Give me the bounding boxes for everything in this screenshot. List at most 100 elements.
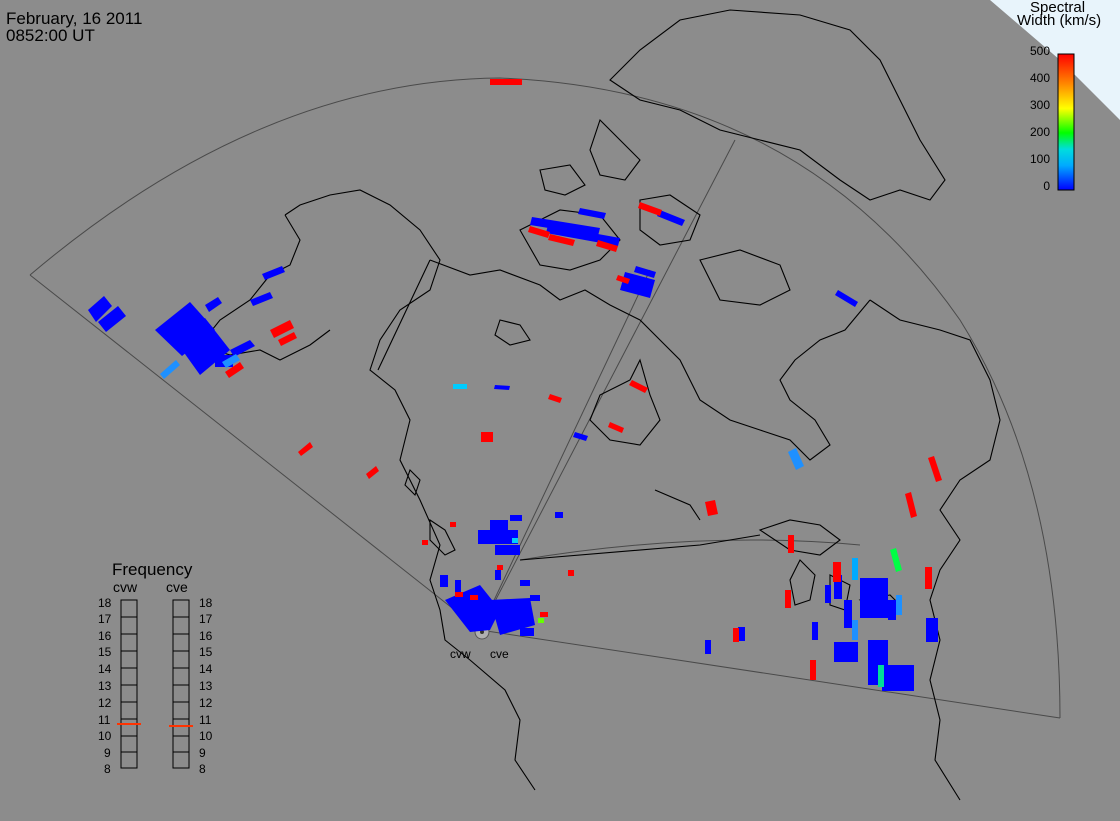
echo-cell: [278, 332, 297, 346]
echo-cell: [250, 292, 273, 306]
echo-cell: [785, 590, 791, 608]
echo-cell: [705, 640, 711, 654]
echo-cell: [478, 530, 518, 544]
echo-cell: [470, 595, 478, 600]
colorbar-title-line2: Width (km/s): [1017, 12, 1102, 29]
echo-cell: [422, 540, 428, 545]
freq-tick-left: 14: [98, 662, 112, 676]
frequency-cvw-column: [117, 599, 141, 769]
freq-tick-left: 13: [98, 679, 112, 693]
colorbar-tick: 400: [1029, 71, 1050, 85]
echo-cell: [629, 380, 648, 393]
echo-cell: [844, 600, 852, 628]
freq-tick-right: 10: [199, 729, 213, 743]
frequency-cve-label: cve: [166, 579, 188, 595]
freq-tick-right: 11: [199, 713, 212, 727]
echo-cell: [548, 234, 575, 246]
echo-cell: [366, 466, 379, 479]
freq-tick-left: 18: [98, 596, 112, 610]
echo-cell: [205, 297, 222, 312]
echo-cell: [788, 448, 804, 470]
echo-cell: [852, 558, 858, 580]
echo-cell: [852, 620, 858, 640]
echo-cell: [490, 598, 535, 635]
colorbar-tick: 200: [1029, 125, 1050, 139]
echo-cell: [548, 394, 562, 403]
echo-cell: [538, 618, 544, 623]
echo-cell: [222, 354, 240, 368]
freq-tick-right: 15: [199, 645, 213, 659]
echo-cell: [825, 585, 831, 603]
echo-cell: [568, 570, 574, 576]
echo-cell: [450, 522, 456, 527]
colorbar-tick: 0: [1043, 179, 1050, 193]
echo-cell: [160, 360, 180, 379]
echo-cell: [530, 595, 540, 601]
echo-cell: [834, 575, 842, 599]
echo-cell: [262, 266, 285, 280]
echo-cell: [888, 600, 896, 620]
echo-cell: [608, 422, 624, 433]
echo-cell: [788, 535, 794, 553]
freq-tick-left: 11: [98, 713, 111, 727]
echo-cell: [634, 266, 656, 278]
frequency-title: Frequency: [112, 560, 193, 579]
echo-cell: [490, 520, 508, 530]
echo-cell: [896, 595, 902, 615]
echo-cell: [878, 665, 884, 687]
echo-cell: [88, 296, 112, 322]
radar-label-cvw: cvw: [450, 647, 471, 661]
echo-cell: [155, 302, 215, 356]
echo-cell: [596, 240, 618, 252]
echo-cell: [555, 512, 563, 518]
echo-cell: [540, 612, 548, 617]
echo-cell: [738, 627, 745, 641]
colorbar-title-line1: Spectral: [1030, 0, 1086, 16]
echo-cell: [495, 570, 501, 580]
echo-cell: [481, 432, 493, 442]
freq-tick-left: 9: [104, 746, 111, 760]
echo-cell: [440, 575, 448, 587]
echo-cell: [455, 592, 463, 597]
echo-cell: [453, 384, 467, 389]
coastlines: [199, 9, 1001, 801]
echo-cell: [905, 492, 917, 518]
frequency-cve-column: [169, 599, 193, 769]
freq-tick-right: 12: [199, 696, 213, 710]
colorbar-tick: 100: [1029, 152, 1050, 166]
echo-cell: [495, 545, 520, 555]
colorbar-tick: 300: [1029, 98, 1050, 112]
echo-cell: [512, 538, 518, 543]
freq-tick-left: 12: [98, 696, 112, 710]
echo-cells: [88, 79, 942, 691]
echo-cell: [230, 340, 255, 357]
echo-cell: [490, 79, 522, 85]
freq-tick-left: 8: [104, 762, 111, 776]
freq-tick-right: 17: [199, 612, 213, 626]
echo-cell: [834, 642, 858, 662]
echo-cell: [298, 442, 313, 456]
radar-label-cve: cve: [490, 647, 509, 661]
freq-tick-right: 13: [199, 679, 213, 693]
echo-cell: [445, 585, 500, 632]
frequency-cvw-label: cvw: [113, 579, 138, 595]
plot-date: February, 16 2011: [6, 9, 143, 28]
echo-cell: [494, 385, 510, 390]
echo-cell: [833, 562, 841, 582]
echo-cell: [510, 515, 522, 521]
freq-tick-right: 14: [199, 662, 213, 676]
radar-site-center: [480, 630, 484, 634]
echo-cell: [928, 456, 942, 482]
echo-cell: [497, 565, 503, 570]
echo-cell: [620, 272, 655, 298]
echo-cell: [860, 578, 888, 618]
freq-tick-right: 8: [199, 762, 206, 776]
echo-cell: [657, 210, 685, 226]
echo-cell: [925, 567, 932, 589]
freq-tick-left: 15: [98, 645, 112, 659]
echo-cell: [705, 500, 718, 516]
echo-cell: [733, 628, 739, 642]
echo-cell: [578, 208, 606, 219]
